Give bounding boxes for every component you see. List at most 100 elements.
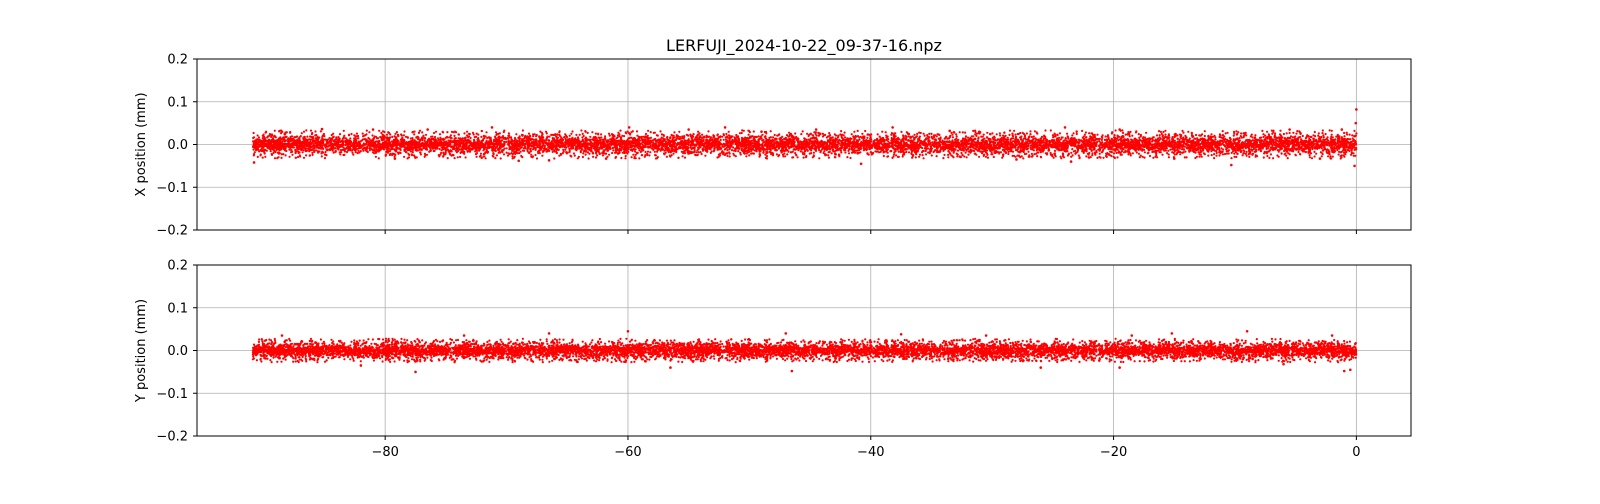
data-point: [834, 141, 836, 143]
data-point: [1225, 148, 1227, 150]
data-point: [737, 150, 739, 152]
data-point: [1026, 132, 1028, 134]
data-point: [877, 133, 879, 135]
data-point: [924, 135, 926, 137]
data-point: [450, 150, 452, 152]
data-point: [851, 133, 853, 135]
data-point: [1101, 137, 1103, 139]
data-point: [1033, 135, 1035, 137]
data-point: [609, 135, 611, 137]
data-point: [599, 137, 601, 139]
data-point: [1327, 136, 1329, 138]
data-point: [688, 144, 690, 146]
data-point: [829, 137, 831, 139]
data-point: [1024, 137, 1026, 139]
data-point: [595, 152, 597, 154]
data-point: [1327, 139, 1329, 141]
data-point: [816, 138, 818, 140]
data-point: [477, 137, 479, 139]
data-point: [613, 144, 615, 146]
data-point: [1311, 148, 1313, 150]
data-point: [679, 136, 681, 138]
data-point: [1299, 136, 1301, 138]
data-point: [960, 152, 962, 154]
data-point: [1071, 148, 1073, 150]
data-point: [994, 139, 996, 141]
data-point: [1138, 133, 1140, 135]
data-point: [1167, 150, 1169, 152]
data-point: [809, 153, 811, 155]
data-point: [314, 139, 316, 141]
data-point: [1028, 136, 1030, 138]
data-point: [273, 149, 275, 151]
data-point: [1105, 135, 1107, 137]
data-point: [344, 144, 346, 146]
data-point: [638, 149, 640, 151]
data-point: [928, 133, 930, 135]
data-point: [1142, 137, 1144, 139]
data-point: [1139, 139, 1141, 141]
data-point: [362, 150, 364, 152]
data-point: [608, 154, 610, 156]
data-point: [1113, 149, 1115, 151]
data-point: [740, 153, 742, 155]
data-point: [1233, 135, 1235, 137]
data-point: [666, 136, 668, 138]
data-point: [959, 144, 961, 146]
data-point: [927, 147, 929, 149]
data-point: [1031, 153, 1033, 155]
data-point: [725, 133, 727, 135]
data-point: [1285, 155, 1287, 157]
data-point: [1352, 137, 1354, 139]
data-point: [349, 137, 351, 139]
data-point: [1322, 149, 1324, 151]
data-point: [1286, 132, 1288, 134]
data-point: [928, 136, 930, 138]
data-point: [600, 133, 602, 135]
data-point: [567, 146, 569, 148]
data-point: [943, 154, 945, 156]
data-point: [585, 154, 587, 156]
data-point: [1101, 147, 1103, 149]
data-point: [386, 134, 388, 136]
data-point: [741, 148, 743, 150]
data-point: [274, 151, 276, 153]
data-point: [1171, 136, 1173, 138]
data-point: [1145, 132, 1147, 134]
data-point: [1179, 153, 1181, 155]
data-point: [840, 151, 842, 153]
data-point: [1334, 139, 1336, 141]
data-point: [1315, 153, 1317, 155]
data-point: [1207, 155, 1209, 157]
data-point: [532, 148, 534, 150]
data-point: [957, 150, 959, 152]
data-point: [270, 150, 272, 152]
data-point: [795, 154, 797, 156]
data-point: [654, 151, 656, 153]
data-point: [965, 152, 967, 154]
data-point: [596, 137, 598, 139]
data-point: [831, 152, 833, 154]
data-point: [523, 150, 525, 152]
data-point: [548, 140, 550, 142]
data-point: [612, 147, 614, 149]
data-point: [1168, 139, 1170, 141]
data-point: [852, 135, 854, 137]
data-point: [1007, 137, 1009, 139]
data-point: [1039, 149, 1041, 151]
data-point: [1245, 153, 1247, 155]
data-point: [625, 155, 627, 157]
data-point: [608, 133, 610, 135]
data-point: [1213, 153, 1215, 155]
data-point: [470, 137, 472, 139]
data-point: [282, 153, 284, 155]
data-point: [1096, 138, 1098, 140]
data-point: [1228, 149, 1230, 151]
data-point: [1271, 133, 1273, 135]
data-point: [748, 134, 750, 136]
data-point: [955, 133, 957, 135]
data-point: [1052, 136, 1054, 138]
data-point: [1073, 150, 1075, 152]
data-point: [593, 147, 595, 149]
